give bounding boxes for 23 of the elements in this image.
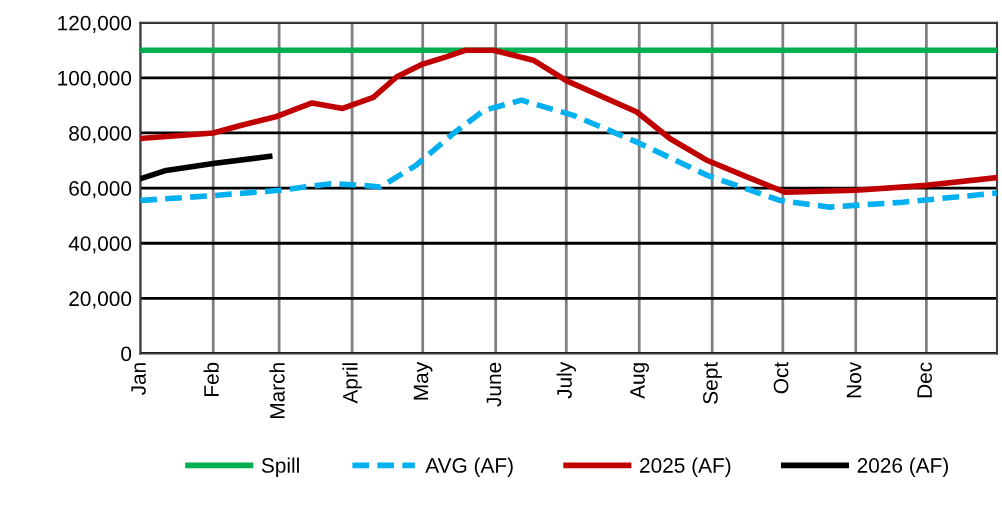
y-tick-label: 100,000 bbox=[58, 70, 132, 89]
y-tick-label: 120,000 bbox=[58, 15, 132, 33]
x-tick-label: May bbox=[413, 361, 433, 400]
x-tick-label: Feb bbox=[203, 362, 219, 397]
legend-label: Spill bbox=[261, 457, 299, 477]
x-tick-label: Jan bbox=[131, 363, 146, 396]
y-tick-label: 80,000 bbox=[69, 125, 132, 144]
x-tick-label: Nov bbox=[846, 361, 862, 398]
x-tick-label: April bbox=[342, 363, 362, 404]
legend-label: 2025 (AF) bbox=[640, 457, 731, 477]
y-tick-label: 0 bbox=[121, 346, 132, 362]
x-tick-label: Sept bbox=[703, 361, 722, 404]
legend-label: 2026 (AF) bbox=[857, 457, 948, 477]
x-tick-label: Oct bbox=[773, 361, 789, 394]
x-tick-label: June bbox=[486, 362, 502, 407]
y-tick-label: 40,000 bbox=[68, 236, 132, 254]
legend-label: AVG (AF) bbox=[425, 457, 513, 477]
x-tick-label: Dec bbox=[917, 362, 932, 398]
x-tick-label: March bbox=[269, 363, 285, 418]
x-tick-label: July bbox=[556, 361, 576, 399]
x-tick-label: Aug bbox=[630, 363, 649, 399]
y-tick-label: 60,000 bbox=[69, 181, 132, 199]
y-tick-label: 20,000 bbox=[69, 291, 132, 309]
